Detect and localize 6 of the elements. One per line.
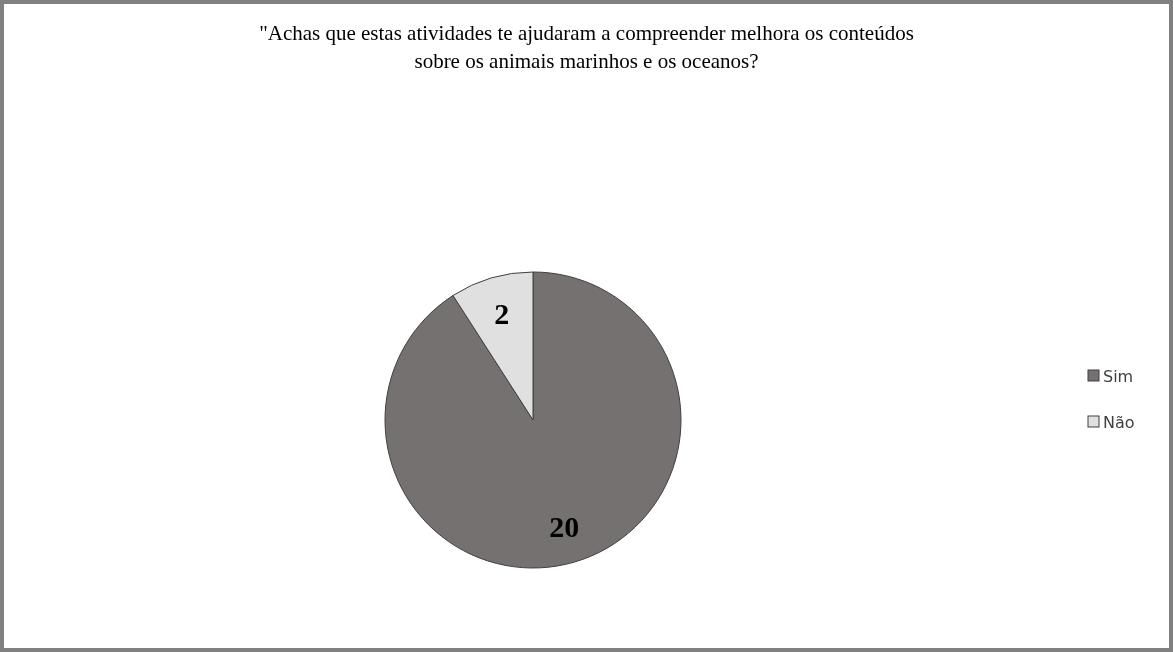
legend-label: Sim <box>1103 366 1134 386</box>
chart-title: "Achas que estas atividades te ajudaram a compreender melhora os conteúdos sobre os animais marinhos e os oceanos? <box>259 21 914 73</box>
data-label: 2 <box>494 297 510 330</box>
data-label: 20 <box>549 510 580 543</box>
pie-slice <box>384 271 682 569</box>
legend-label: Não <box>1103 412 1135 432</box>
